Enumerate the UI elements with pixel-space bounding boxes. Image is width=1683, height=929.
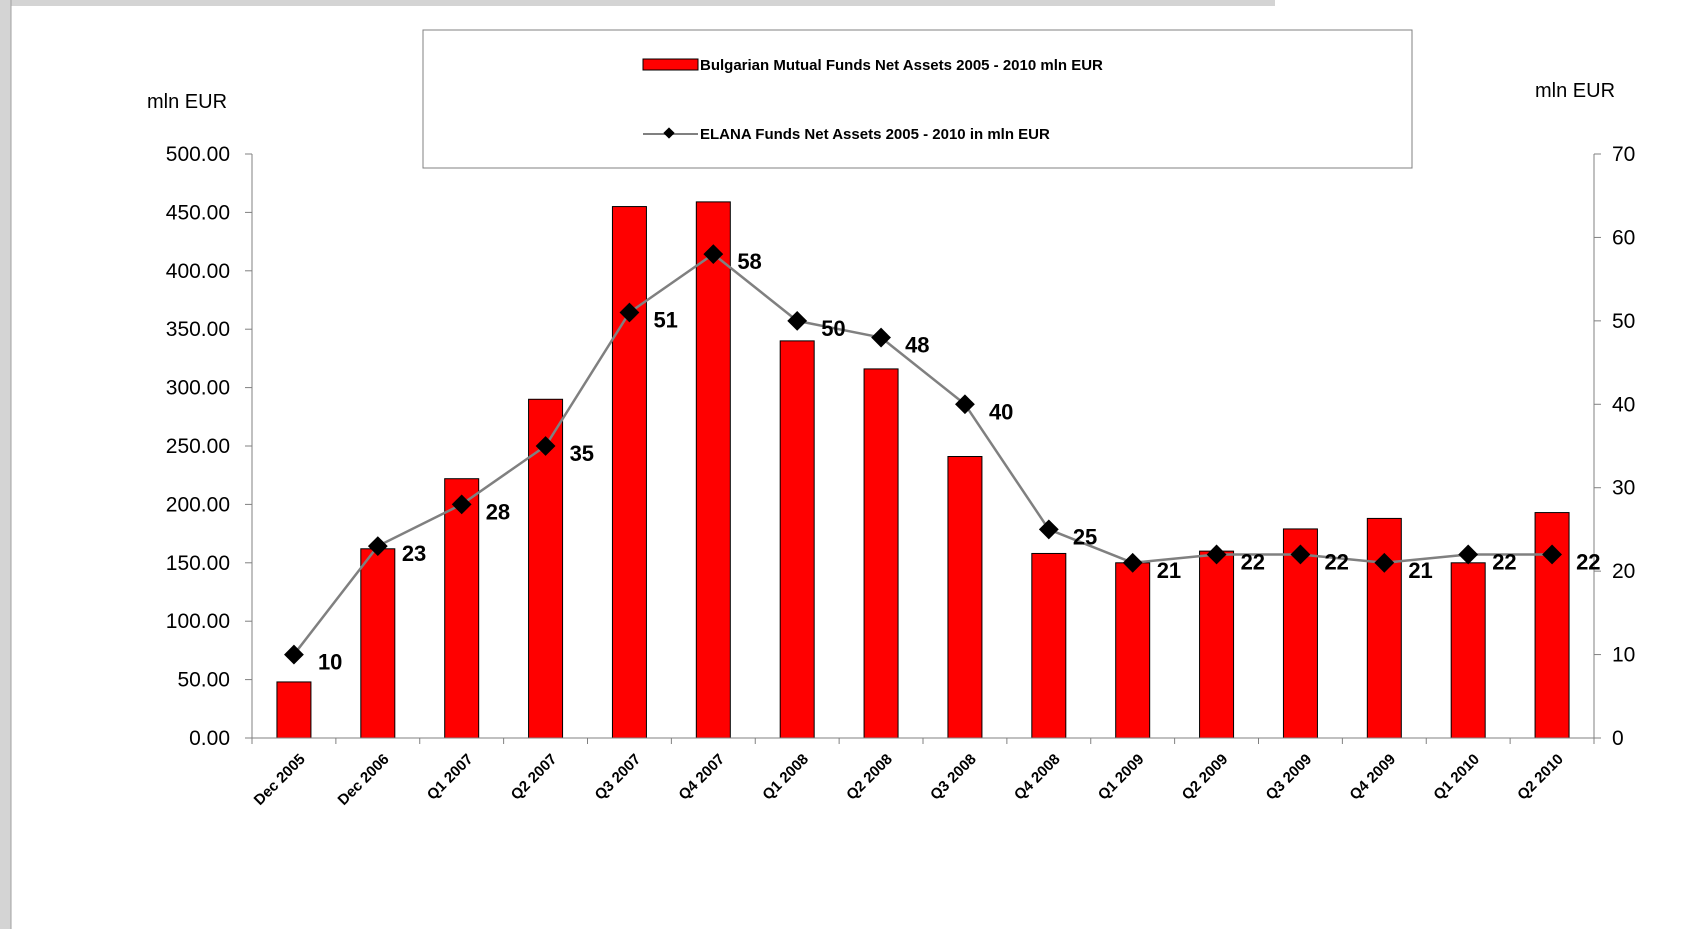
x-tick-label: Q2 2010 [1514, 751, 1567, 804]
line-marker [955, 394, 975, 415]
x-tick-label: Q2 2009 [1179, 751, 1232, 804]
bar [1450, 562, 1486, 739]
data-label: 28 [486, 499, 510, 524]
bar [444, 478, 480, 739]
line-marker [451, 494, 472, 515]
line-marker [871, 327, 891, 348]
legend-label-line: ELANA Funds Net Assets 2005 - 2010 in ml… [700, 126, 1050, 143]
x-tick-label: Q3 2007 [592, 751, 645, 804]
line-marker [1290, 544, 1311, 565]
x-tick-label: Dec 2006 [335, 751, 393, 809]
bar [779, 340, 815, 739]
left-axis-unit: mln EUR [147, 91, 227, 113]
line-layer [284, 244, 1562, 665]
left-tick-label: 0.00 [189, 727, 230, 750]
legend-label-bar: Bulgarian Mutual Funds Net Assets 2005 -… [700, 57, 1103, 74]
bar [360, 548, 396, 739]
x-tick-label: Q4 2008 [1011, 751, 1064, 804]
data-label: 21 [1408, 558, 1432, 583]
bar [276, 681, 312, 739]
left-tick-label: 500.00 [166, 143, 230, 166]
right-tick-label: 30 [1612, 477, 1635, 500]
line-marker [1374, 552, 1395, 573]
line-marker [284, 644, 304, 665]
left-tick-label: 300.00 [166, 377, 230, 400]
x-tick-label: Q4 2009 [1346, 751, 1399, 804]
left-tick-label: 250.00 [166, 435, 230, 458]
data-label: 40 [989, 399, 1013, 424]
data-label: 35 [570, 441, 594, 466]
left-border-strip [0, 0, 11, 929]
legend: Bulgarian Mutual Funds Net Assets 2005 -… [422, 29, 1413, 169]
line-marker [1038, 519, 1059, 540]
legend-swatch-bar [642, 58, 699, 71]
labels-layer: 10 23 28 35 51 58 50 48 40 25 21 22 22 21 22 22 [318, 249, 1601, 674]
bar [863, 368, 899, 739]
right-tick-label: 70 [1612, 143, 1635, 166]
right-tick-label: 40 [1612, 393, 1635, 416]
line-marker [1122, 552, 1143, 573]
x-tick-label: Q3 2009 [1263, 751, 1316, 804]
left-tick-label: 350.00 [166, 318, 230, 341]
data-label: 22 [1241, 549, 1265, 574]
data-label: 22 [1576, 549, 1600, 574]
right-tick-label: 50 [1612, 310, 1635, 333]
left-tick-label: 450.00 [166, 201, 230, 224]
data-label: 10 [318, 650, 342, 675]
data-label: 48 [905, 333, 929, 358]
data-label: 22 [1492, 549, 1516, 574]
bar [1031, 552, 1067, 739]
data-label: 22 [1324, 549, 1348, 574]
bar [1115, 562, 1151, 739]
x-tick-label: Q1 2007 [424, 751, 477, 804]
top-border-strip [0, 0, 1683, 6]
left-tick-label: 150.00 [166, 552, 230, 575]
line-marker [1458, 544, 1479, 565]
bar [695, 201, 731, 739]
left-tick-label: 100.00 [166, 610, 230, 633]
x-tick-label: Q2 2007 [508, 751, 561, 804]
x-tick-label: Q1 2009 [1095, 751, 1148, 804]
line-marker [535, 436, 556, 456]
right-tick-label: 0 [1612, 727, 1624, 750]
left-tick-label: 400.00 [166, 260, 230, 283]
line-marker [619, 302, 640, 323]
x-tick-label: Q3 2008 [927, 751, 980, 804]
data-label: 51 [653, 308, 677, 333]
line-marker [367, 536, 388, 557]
legend-box [422, 29, 1413, 169]
data-label: 23 [402, 541, 426, 566]
legend-swatch-marker [663, 127, 675, 139]
x-tick-label: Q2 2008 [843, 751, 896, 804]
right-tick-label: 60 [1612, 226, 1635, 249]
elana-series-line [292, 252, 1553, 656]
bar [611, 206, 647, 739]
data-label: 58 [737, 249, 761, 274]
line-marker [1206, 544, 1227, 565]
line-marker [787, 310, 808, 331]
right-tick-label: 20 [1612, 560, 1635, 583]
x-tick-label: Q1 2008 [759, 751, 812, 804]
x-tick-label: Dec 2005 [251, 751, 309, 809]
bar [1199, 550, 1235, 739]
right-tick-label: 10 [1612, 644, 1635, 667]
x-tick-label: Q1 2010 [1430, 751, 1483, 804]
x-tick-label: Q4 2007 [675, 751, 728, 804]
left-tick-label: 200.00 [166, 493, 230, 516]
left-tick-label: 50.00 [177, 669, 230, 692]
bars-layer [276, 201, 1570, 739]
bar [947, 456, 983, 739]
top-right-strip [1275, 0, 1683, 6]
data-label: 25 [1073, 524, 1097, 549]
data-label: 21 [1157, 558, 1181, 583]
data-label: 50 [821, 316, 845, 341]
line-marker [1542, 544, 1562, 565]
right-axis-unit: mln EUR [1535, 80, 1615, 102]
bar [1366, 517, 1402, 739]
